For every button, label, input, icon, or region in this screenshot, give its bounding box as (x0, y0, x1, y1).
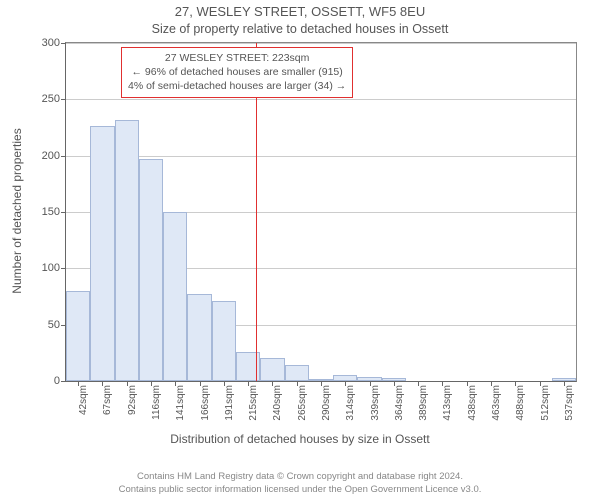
chart-footer: Contains HM Land Registry data © Crown c… (0, 471, 600, 496)
ytick-label: 300 (42, 37, 60, 49)
callout-line: ← 96% of detached houses are smaller (91… (128, 65, 346, 79)
xaxis-label: Distribution of detached houses by size … (170, 432, 429, 446)
xtick-label: 413sqm (442, 385, 453, 421)
xtick-label: 191sqm (224, 385, 235, 421)
ytick-mark (61, 268, 66, 269)
histogram-bar (115, 120, 139, 381)
ytick-mark (61, 43, 66, 44)
chart-title-main: 27, WESLEY STREET, OSSETT, WF5 8EU (0, 4, 600, 19)
ytick-label: 250 (42, 93, 60, 105)
ytick-mark (61, 381, 66, 382)
xtick-label: 141sqm (175, 385, 186, 421)
xtick-label: 42sqm (78, 385, 89, 415)
ytick-label: 100 (42, 262, 60, 274)
xtick-label: 364sqm (394, 385, 405, 421)
footer-line-2: Contains public sector information licen… (0, 484, 600, 496)
xtick-label: 438sqm (467, 385, 478, 421)
ytick-label: 0 (54, 375, 60, 387)
ytick-mark (61, 156, 66, 157)
histogram-bar (260, 358, 284, 381)
grid-line (66, 43, 576, 44)
footer-line-1: Contains HM Land Registry data © Crown c… (0, 471, 600, 483)
xtick-label: 290sqm (321, 385, 332, 421)
yaxis-label: Number of detached properties (10, 128, 24, 293)
callout-line: 4% of semi-detached houses are larger (3… (128, 79, 346, 93)
callout-line: 27 WESLEY STREET: 223sqm (128, 51, 346, 65)
chart-title-sub: Size of property relative to detached ho… (0, 22, 600, 36)
histogram-bar (139, 159, 163, 381)
xtick-label: 265sqm (297, 385, 308, 421)
grid-line (66, 156, 576, 157)
xtick-label: 92sqm (127, 385, 138, 415)
xtick-label: 512sqm (540, 385, 551, 421)
ytick-mark (61, 99, 66, 100)
ytick-mark (61, 212, 66, 213)
xtick-label: 463sqm (491, 385, 502, 421)
histogram-bar (285, 365, 309, 381)
histogram-bar (163, 212, 187, 381)
callout-box: 27 WESLEY STREET: 223sqm← 96% of detache… (121, 47, 353, 98)
xtick-label: 537sqm (564, 385, 575, 421)
ytick-label: 50 (48, 319, 60, 331)
chart-container: 27, WESLEY STREET, OSSETT, WF5 8EU Size … (0, 0, 600, 500)
xtick-label: 215sqm (248, 385, 259, 421)
plot-area: 05010015020025030042sqm67sqm92sqm116sqm1… (65, 42, 577, 382)
histogram-bar (90, 126, 114, 381)
xtick-label: 314sqm (345, 385, 356, 421)
histogram-bar (187, 294, 211, 381)
xtick-label: 166sqm (200, 385, 211, 421)
xtick-label: 116sqm (151, 385, 162, 420)
grid-line (66, 99, 576, 100)
histogram-bar (212, 301, 236, 381)
histogram-bar (66, 291, 90, 381)
xtick-label: 67sqm (102, 385, 113, 415)
ytick-label: 200 (42, 150, 60, 162)
ytick-label: 150 (42, 206, 60, 218)
xtick-label: 339sqm (370, 385, 381, 421)
xtick-label: 240sqm (272, 385, 283, 421)
xtick-label: 488sqm (515, 385, 526, 421)
xtick-label: 389sqm (418, 385, 429, 421)
